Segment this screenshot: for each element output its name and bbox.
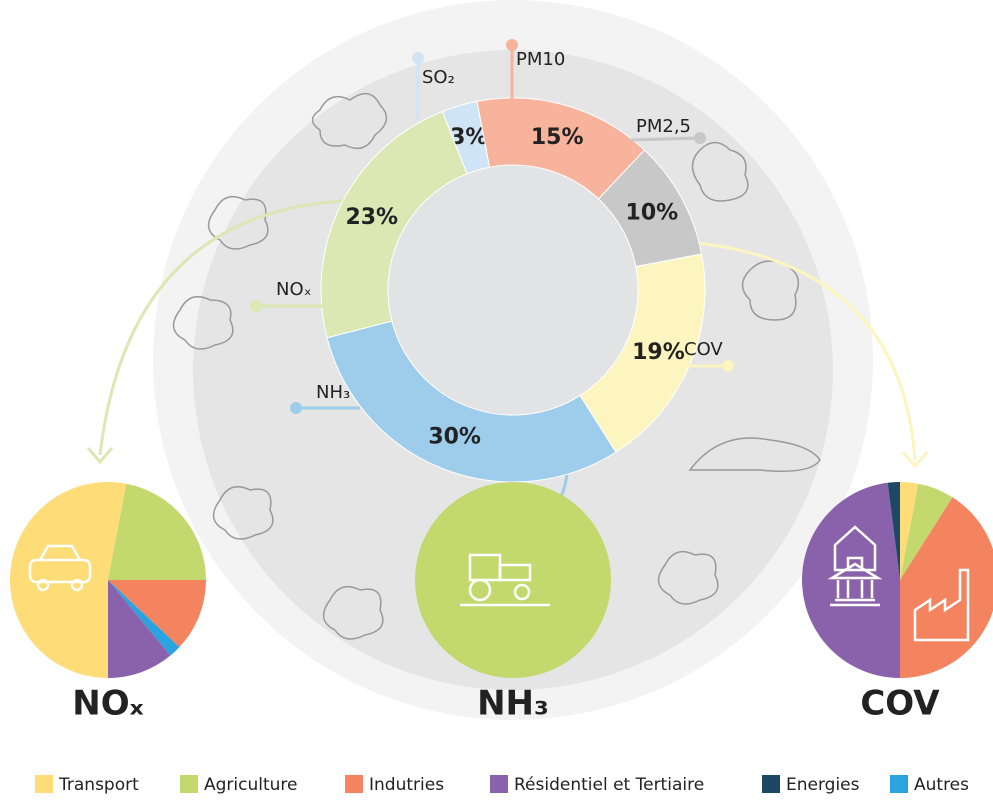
pie-slice: [108, 580, 206, 648]
category-label: COV: [684, 339, 723, 360]
value-label: 30%: [428, 424, 481, 449]
pie-slice: [900, 482, 919, 580]
pie-title: NOₓ: [72, 684, 143, 724]
callout-dot: [250, 300, 262, 312]
legend-swatch: [762, 775, 780, 793]
icons: [28, 525, 970, 642]
callout-dot: [722, 360, 734, 372]
legend-swatch: [345, 775, 363, 793]
callout-dot: [694, 132, 706, 144]
legend-label: Indutries: [369, 775, 444, 795]
pie-slice: [10, 482, 127, 678]
pie-slice: [108, 483, 206, 580]
donut-hole: [388, 165, 638, 415]
value-label: 10%: [626, 201, 679, 226]
legend-label: Agriculture: [204, 775, 298, 795]
pie-slice: [900, 483, 953, 580]
category-label: NH₃: [316, 382, 350, 403]
value-label: 23%: [345, 205, 398, 230]
legend: Transport Agriculture Indutries Résidentiel…: [35, 775, 969, 795]
legend-label: Transport: [58, 775, 139, 795]
legend-swatch: [490, 775, 508, 793]
category-label: PM10: [516, 49, 565, 70]
pie-slice: [802, 482, 900, 678]
callout-line: [629, 136, 701, 142]
pie-slice: [900, 497, 993, 678]
donut-segment: [326, 320, 617, 483]
legend-swatch: [890, 775, 908, 793]
category-label: PM2,5: [636, 116, 691, 137]
pie-title: NH₃: [477, 684, 549, 724]
callout-dot: [412, 52, 424, 64]
donut-segment: [320, 110, 468, 339]
pie-slice: [887, 482, 900, 580]
legend-label: Résidentiel et Tertiaire: [514, 775, 704, 795]
pie-slice: [108, 580, 171, 678]
legend-swatch: [35, 775, 53, 793]
legend-label: Autres: [914, 775, 969, 795]
pies: NOₓ NH₃ COV: [10, 482, 993, 724]
pie-title: COV: [860, 684, 940, 724]
legend-swatch: [180, 775, 198, 793]
callout-dot: [290, 402, 302, 414]
category-label: SO₂: [422, 67, 455, 88]
value-label: 19%: [632, 340, 685, 365]
callout-dot: [506, 39, 518, 51]
category-label: NOₓ: [276, 279, 312, 300]
legend-label: Energies: [786, 775, 860, 795]
pie-slice: [108, 580, 180, 656]
value-label: 15%: [531, 125, 584, 150]
